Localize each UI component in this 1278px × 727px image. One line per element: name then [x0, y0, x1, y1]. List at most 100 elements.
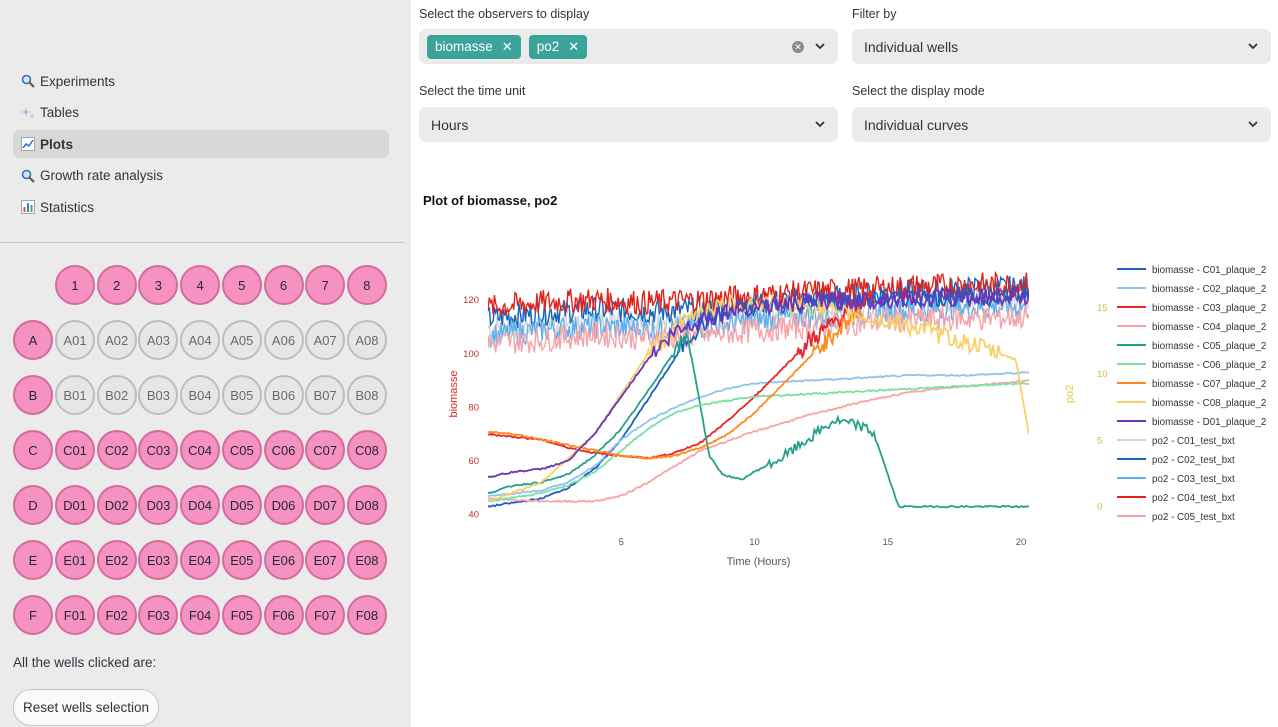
- well-E04[interactable]: E04: [180, 540, 221, 580]
- sidebar-item-experiments[interactable]: Experiments: [13, 67, 389, 95]
- well-A03[interactable]: A03: [138, 320, 179, 360]
- well-E08[interactable]: E08: [346, 540, 387, 580]
- well-D07[interactable]: D07: [305, 485, 346, 525]
- well-B08[interactable]: B08: [346, 375, 387, 415]
- well-C03[interactable]: C03: [138, 430, 179, 470]
- time-unit-label: Select the time unit: [419, 84, 526, 98]
- well-A07[interactable]: A07: [305, 320, 346, 360]
- legend-entry: biomasse - C03_plaque_2: [1152, 303, 1266, 314]
- well-E06[interactable]: E06: [263, 540, 304, 580]
- chevron-down-icon[interactable]: [814, 118, 826, 130]
- x-tick-label: 10: [749, 537, 760, 548]
- clear-icon[interactable]: ✕: [792, 41, 804, 53]
- observer-tag-label: biomasse: [435, 39, 493, 54]
- well-B03[interactable]: B03: [138, 375, 179, 415]
- chevron-down-icon[interactable]: [1247, 118, 1259, 130]
- observer-tag-label: po2: [536, 39, 560, 54]
- well-E02[interactable]: E02: [96, 540, 137, 580]
- column-header-4[interactable]: 4: [180, 265, 221, 305]
- observers-multiselect[interactable]: biomasse ✕ po2 ✕ ✕: [419, 29, 838, 64]
- well-A04[interactable]: A04: [180, 320, 221, 360]
- well-F01[interactable]: F01: [55, 595, 95, 635]
- well-B02[interactable]: B02: [96, 375, 137, 415]
- well-C04[interactable]: C04: [180, 430, 221, 470]
- y-axis-label: biomasse: [448, 370, 460, 417]
- well-D08[interactable]: D08: [346, 485, 387, 525]
- well-F02[interactable]: F02: [96, 595, 137, 635]
- chevron-down-icon[interactable]: [1247, 40, 1259, 52]
- well-C01[interactable]: C01: [55, 430, 95, 470]
- time-unit-select[interactable]: Hours: [419, 107, 838, 142]
- well-D03[interactable]: D03: [138, 485, 179, 525]
- legend-entry: po2 - C01_test_bxt: [1152, 436, 1235, 447]
- well-D02[interactable]: D02: [96, 485, 137, 525]
- well-F07[interactable]: F07: [305, 595, 346, 635]
- sidebar-item-tables[interactable]: Tables: [13, 99, 389, 127]
- well-E03[interactable]: E03: [138, 540, 179, 580]
- plot-chart[interactable]: 5 10 15 20 40 60 80 100 120 0 5 10 15 Time (Hours) bio…: [411, 230, 1276, 580]
- well-F06[interactable]: F06: [263, 595, 304, 635]
- well-A06[interactable]: A06: [263, 320, 304, 360]
- well-C08[interactable]: C08: [346, 430, 387, 470]
- well-B05[interactable]: B05: [221, 375, 262, 415]
- filter-select[interactable]: Individual wells: [852, 29, 1271, 64]
- legend-entry: po2 - C03_test_bxt: [1152, 474, 1235, 485]
- observer-tag-biomasse[interactable]: biomasse ✕: [427, 34, 521, 59]
- well-F05[interactable]: F05: [221, 595, 262, 635]
- observer-tag-po2[interactable]: po2 ✕: [528, 34, 588, 59]
- well-D05[interactable]: D05: [221, 485, 262, 525]
- well-F08[interactable]: F08: [346, 595, 387, 635]
- remove-tag-icon[interactable]: ✕: [501, 38, 513, 54]
- well-C07[interactable]: C07: [305, 430, 346, 470]
- well-A05[interactable]: A05: [221, 320, 262, 360]
- sidebar-item-plots[interactable]: Plots: [13, 130, 389, 159]
- well-D04[interactable]: D04: [180, 485, 221, 525]
- well-A01[interactable]: A01: [55, 320, 95, 360]
- sidebar-item-growth-rate-analysis[interactable]: Growth rate analysis: [13, 162, 389, 190]
- column-header-3[interactable]: 3: [138, 265, 179, 305]
- sidebar-item-label: Growth rate analysis: [40, 168, 164, 184]
- column-header-2[interactable]: 2: [96, 265, 137, 305]
- well-B01[interactable]: B01: [55, 375, 95, 415]
- well-C06[interactable]: C06: [263, 430, 304, 470]
- observers-label: Select the observers to display: [419, 7, 590, 21]
- well-E05[interactable]: E05: [221, 540, 262, 580]
- column-header-6[interactable]: 6: [263, 265, 304, 305]
- column-header-1[interactable]: 1: [55, 265, 95, 305]
- legend-entry: biomasse - C04_plaque_2: [1152, 322, 1266, 333]
- sidebar-item-label: Tables: [40, 105, 80, 121]
- well-D01[interactable]: D01: [55, 485, 95, 525]
- legend-entry: biomasse - C07_plaque_2: [1152, 379, 1266, 390]
- well-F03[interactable]: F03: [138, 595, 179, 635]
- column-header-7[interactable]: 7: [305, 265, 346, 305]
- row-header-D[interactable]: D: [13, 485, 53, 525]
- legend-entry: biomasse - C02_plaque_2: [1152, 284, 1266, 295]
- column-header-8[interactable]: 8: [346, 265, 387, 305]
- reset-wells-button[interactable]: Reset wells selection: [13, 689, 159, 726]
- series-line: [488, 285, 1029, 479]
- well-B04[interactable]: B04: [180, 375, 221, 415]
- chevron-down-icon[interactable]: [814, 40, 826, 52]
- well-F04[interactable]: F04: [180, 595, 221, 635]
- display-mode-value: Individual curves: [864, 116, 969, 133]
- well-C05[interactable]: C05: [221, 430, 262, 470]
- well-D06[interactable]: D06: [263, 485, 304, 525]
- row-header-C[interactable]: C: [13, 430, 53, 470]
- well-C02[interactable]: C02: [96, 430, 137, 470]
- well-E07[interactable]: E07: [305, 540, 346, 580]
- display-mode-select[interactable]: Individual curves: [852, 107, 1271, 142]
- well-A02[interactable]: A02: [96, 320, 137, 360]
- well-E01[interactable]: E01: [55, 540, 95, 580]
- row-header-B[interactable]: B: [13, 375, 53, 415]
- well-B07[interactable]: B07: [305, 375, 346, 415]
- filter-label: Filter by: [852, 7, 897, 21]
- column-header-5[interactable]: 5: [221, 265, 262, 305]
- row-header-A[interactable]: A: [13, 320, 53, 360]
- sidebar-item-statistics[interactable]: Statistics: [13, 193, 389, 221]
- well-B06[interactable]: B06: [263, 375, 304, 415]
- well-A08[interactable]: A08: [346, 320, 387, 360]
- remove-tag-icon[interactable]: ✕: [568, 38, 580, 54]
- row-header-F[interactable]: F: [13, 595, 53, 635]
- sidebar-item-label: Statistics: [40, 199, 95, 215]
- row-header-E[interactable]: E: [13, 540, 53, 580]
